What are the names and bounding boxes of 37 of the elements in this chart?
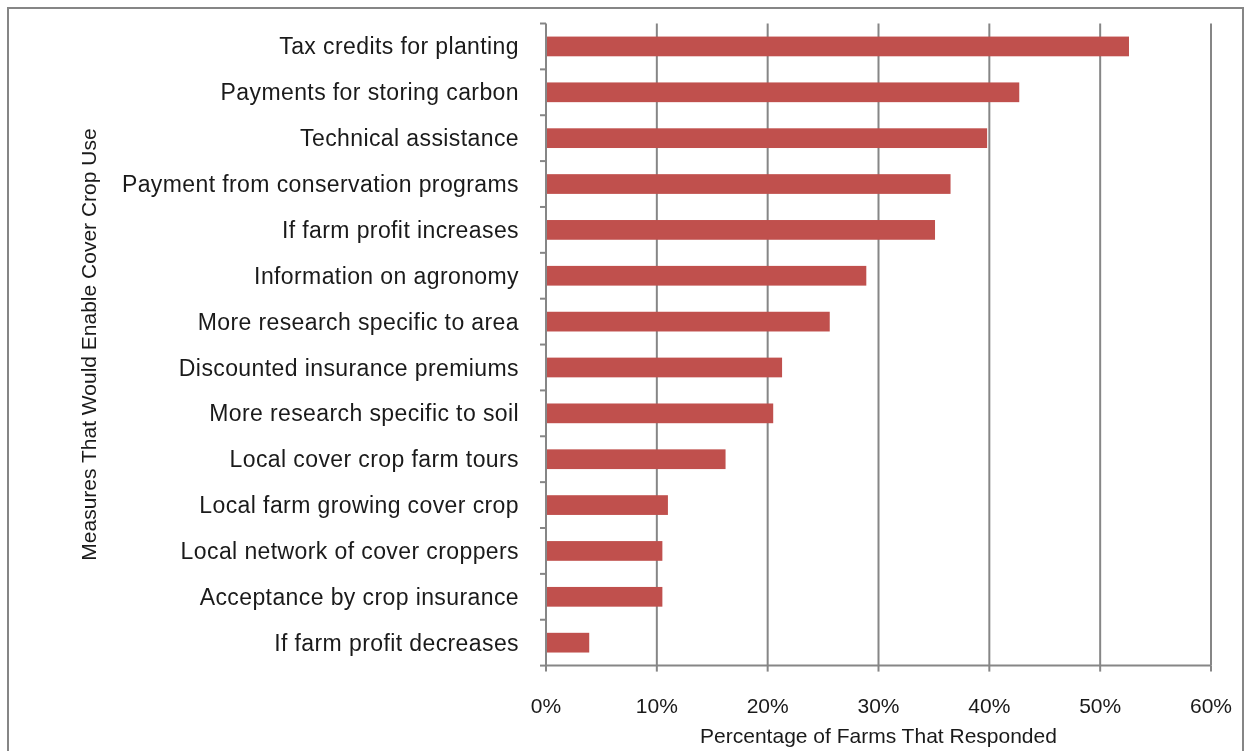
y-tick-label: Local network of cover croppers [180,537,519,564]
x-tick-label: 50% [1079,694,1122,717]
bar [546,174,951,194]
bar [546,541,663,561]
y-tick-label: Information on agronomy [254,262,520,289]
bar [546,82,1020,103]
bar [546,311,830,332]
y-tick-label: Local farm growing cover crop [199,492,519,519]
bar [546,632,590,653]
x-tick-label: 40% [968,694,1011,717]
y-tick-label: Tax credits for planting [279,33,519,60]
x-axis-title: Percentage of Farms That Responded [700,724,1057,747]
bar [546,36,1129,57]
y-tick-label: Technical assistance [300,125,519,152]
y-tick-label: If farm profit decreases [274,629,519,656]
x-tick-label: 0% [530,694,562,717]
bar [546,265,867,286]
y-axis-title: Measures That Would Enable Cover Crop Use [77,128,100,561]
bar [546,220,936,240]
y-tick-label: Acceptance by crop insurance [199,583,519,610]
bar [546,357,783,378]
x-tick-label: 30% [857,694,900,717]
y-tick-label: Payments for storing carbon [220,79,519,106]
y-tick-label: Discounted insurance premiums [178,354,519,381]
bar [546,449,726,470]
y-tick-label: If farm profit increases [281,216,519,243]
y-tick-label: Payment from conservation programs [121,171,519,198]
y-tick-label: Local cover crop farm tours [229,446,519,473]
bar [546,586,663,607]
bar [546,128,988,149]
bar [546,403,774,424]
x-tick-label: 60% [1189,694,1233,717]
x-tick-label: 10% [635,694,678,717]
x-tick-label: 20% [746,694,789,717]
y-tick-label: More research specific to soil [209,400,519,427]
y-tick-label: More research specific to area [197,308,519,335]
bar [546,495,668,515]
